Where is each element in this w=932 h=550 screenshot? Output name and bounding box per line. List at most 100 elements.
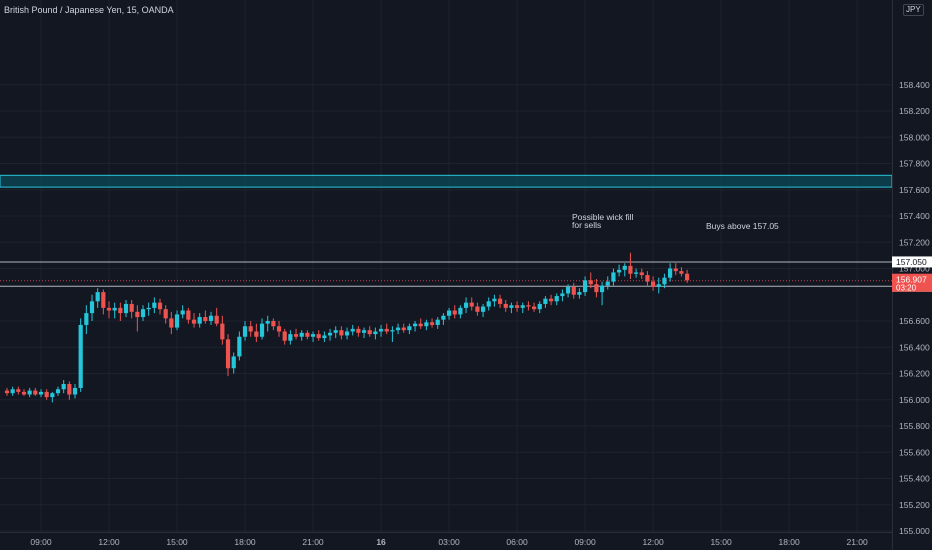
candle-body [560, 293, 565, 297]
candle-body [237, 336, 242, 357]
x-tick-label: 06:00 [506, 537, 528, 547]
candle-body [526, 305, 531, 307]
candle-body [16, 389, 21, 392]
candle-body [78, 324, 83, 388]
candle-body [356, 328, 361, 333]
countdown-label: 03:20 [896, 284, 917, 293]
y-tick-label: 156.600 [899, 316, 930, 326]
candle-body [588, 280, 593, 285]
candle-body [645, 275, 650, 282]
annotation-buys-above: Buys above 157.05 [706, 221, 779, 231]
candle-body [395, 327, 401, 331]
candle-body [656, 284, 661, 287]
currency-badge[interactable]: JPY [903, 4, 924, 16]
x-tick-label: 16 [376, 537, 386, 547]
y-tick-label: 155.200 [899, 500, 930, 510]
candle-body [611, 272, 616, 282]
candle-body [288, 334, 293, 341]
horizontal-lines[interactable] [0, 261, 892, 287]
candle-body [407, 326, 412, 331]
candle-body [565, 286, 571, 294]
candle-body [616, 269, 622, 273]
y-tick-label: 156.400 [899, 342, 930, 352]
candle-body [72, 387, 78, 395]
candle-body [242, 326, 248, 337]
x-tick-label: 21:00 [302, 537, 324, 547]
candle-body [259, 323, 265, 337]
candle-body [344, 331, 350, 336]
candle-body [514, 305, 520, 308]
hline-tag-label: 157.050 [896, 257, 927, 267]
y-tick-label: 158.000 [899, 132, 930, 142]
zone-rectangle [0, 174, 893, 188]
candle-body [673, 268, 678, 272]
candle-body [282, 331, 287, 341]
price-axis[interactable]: 158.400 158.200 158.000 157.800 157.600 157.4… [892, 0, 930, 550]
y-tick-label: 156.200 [899, 369, 930, 379]
candle-body [435, 319, 440, 325]
candle-body [118, 307, 123, 314]
candle-body [106, 307, 112, 311]
x-tick-label: 12:00 [98, 537, 120, 547]
candle-body [152, 302, 157, 308]
candle-body [497, 298, 503, 304]
hline-tag-bg [892, 256, 932, 268]
candle-body [582, 280, 588, 293]
candle-body [112, 307, 117, 311]
candle-body [503, 303, 508, 308]
symbol-title: British Pound / Japanese Yen, 15, OANDA [4, 5, 174, 15]
candle-body [350, 328, 355, 332]
candle-body [208, 315, 214, 321]
candle-body [163, 309, 168, 319]
candle-body [231, 356, 236, 369]
candle-body [214, 315, 219, 324]
candle-body [333, 330, 338, 333]
annotation-wick-fill-line2: for sells [572, 220, 601, 230]
candle-body [276, 326, 282, 332]
candle-body [441, 315, 446, 320]
candle-body [571, 286, 576, 295]
candles [4, 252, 690, 403]
resistance-zone[interactable] [0, 174, 893, 188]
candle-body [225, 339, 231, 369]
candle-body [531, 306, 537, 310]
x-tick-label: 15:00 [710, 537, 732, 547]
candle-body [373, 331, 378, 335]
candle-body [316, 334, 321, 339]
y-tick-label: 155.800 [899, 421, 930, 431]
candle-body [310, 334, 316, 337]
candle-body [123, 303, 129, 314]
candle-body [271, 321, 276, 327]
candle-body [180, 310, 185, 315]
candle-body [254, 331, 259, 337]
candle-body [140, 309, 146, 318]
y-tick-label: 157.000 [899, 264, 930, 274]
x-tick-label: 12:00 [642, 537, 664, 547]
candle-body [446, 310, 452, 316]
candle-body [509, 305, 514, 308]
candle-body [429, 322, 435, 325]
candle-body [33, 390, 38, 395]
candle-body [492, 298, 497, 302]
candle-body [38, 391, 44, 395]
candle-body [667, 268, 673, 278]
candle-body [378, 328, 384, 332]
candle-body [95, 292, 100, 302]
candle-body [633, 272, 639, 274]
x-tick-label: 09:00 [30, 537, 52, 547]
candle-body [61, 384, 66, 390]
candle-body [458, 307, 463, 315]
candle-body [537, 303, 542, 310]
grid-lines [0, 0, 892, 532]
y-tick-label: 158.200 [899, 106, 930, 116]
time-axis[interactable]: 09:00 12:00 15:00 18:00 21:00 16 03:00 06:00 09:… [0, 532, 892, 548]
candle-body [10, 389, 15, 394]
candle-body [55, 389, 61, 394]
candle-body [463, 302, 469, 308]
candle-body [27, 390, 32, 395]
x-tick-label: 18:00 [778, 537, 800, 547]
candle-body [197, 317, 202, 324]
y-tick-label: 157.800 [899, 159, 930, 169]
